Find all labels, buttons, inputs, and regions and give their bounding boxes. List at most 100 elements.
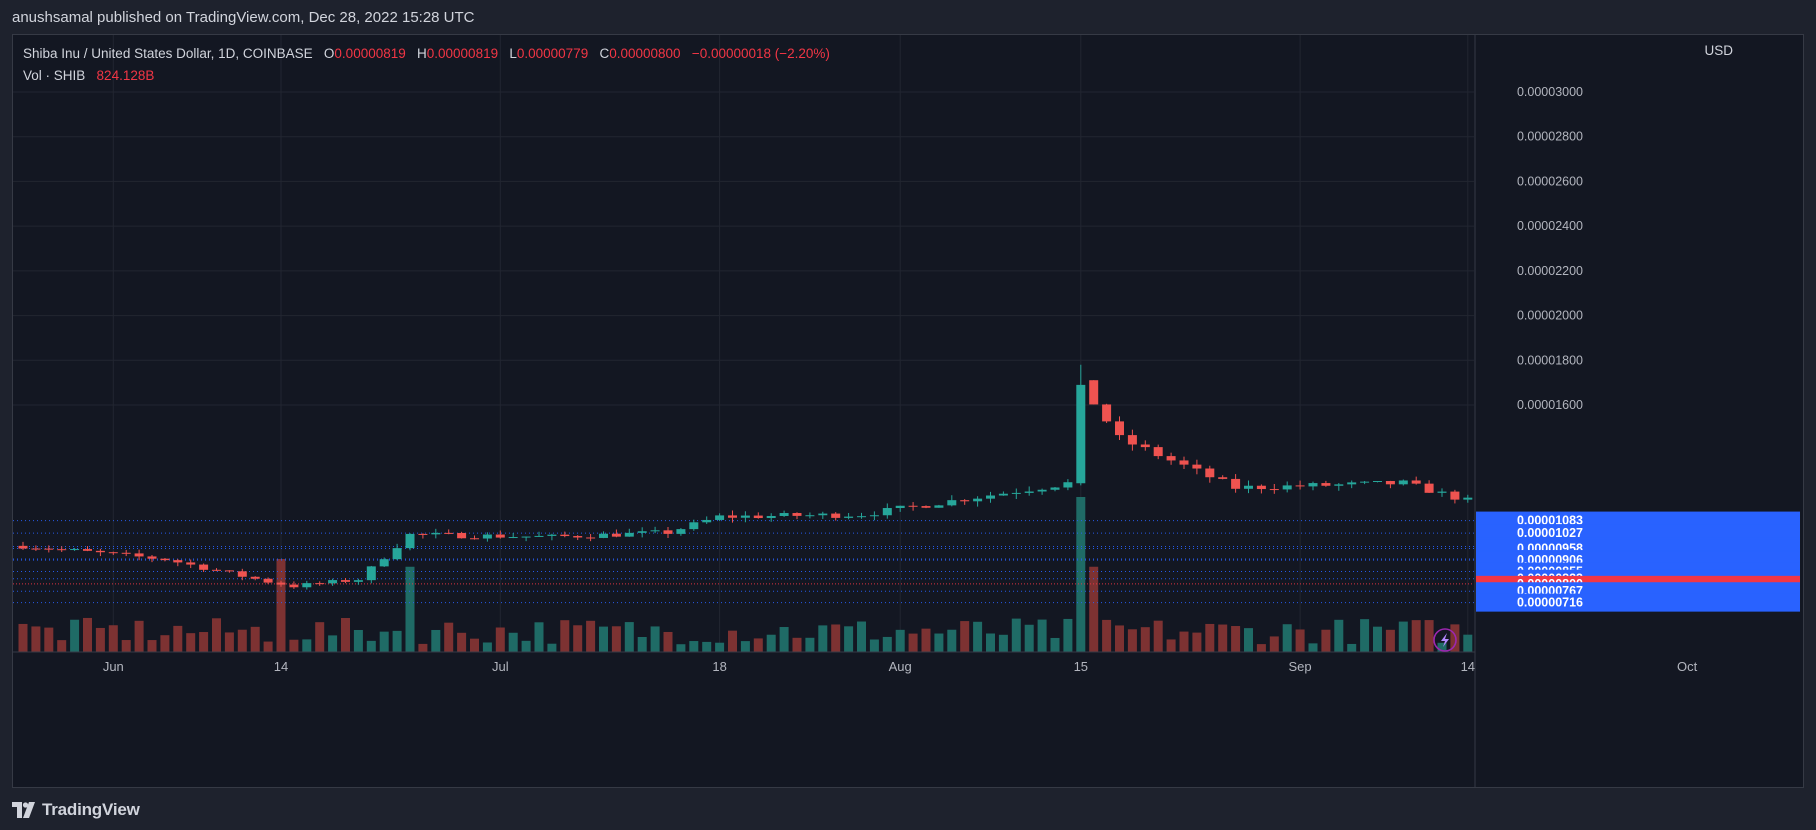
candle-body[interactable] (366, 566, 376, 581)
candle-body[interactable] (895, 505, 905, 509)
candle-body[interactable] (70, 549, 80, 551)
candle-body[interactable] (934, 505, 944, 508)
candle-body[interactable] (1037, 489, 1047, 492)
candle-body[interactable] (1192, 464, 1202, 469)
candle-body[interactable] (882, 508, 892, 516)
candle-body[interactable] (831, 513, 841, 518)
price-axis-bg[interactable] (1475, 35, 1803, 787)
candle-body[interactable] (715, 515, 725, 520)
candle-body[interactable] (31, 548, 41, 550)
candle-body[interactable] (1373, 481, 1382, 483)
candle-body[interactable] (508, 537, 518, 539)
candle-body[interactable] (921, 506, 931, 508)
candle-body[interactable] (1244, 485, 1253, 489)
candle-body[interactable] (57, 549, 67, 551)
candle-body[interactable] (1437, 491, 1447, 493)
candle-body[interactable] (1231, 478, 1241, 489)
candle-body[interactable] (353, 580, 363, 582)
candle-body[interactable] (1205, 468, 1215, 478)
price-chart[interactable]: Symmetrical Triangle0.000030000.00002800… (13, 35, 1803, 787)
candle-body[interactable] (1011, 492, 1021, 494)
candle-body[interactable] (650, 530, 660, 532)
candle-body[interactable] (1295, 485, 1305, 487)
candle-body[interactable] (689, 522, 699, 530)
candle-body[interactable] (676, 529, 686, 534)
candle-body[interactable] (1218, 477, 1228, 479)
candle-body[interactable] (341, 580, 350, 582)
candle-body[interactable] (1256, 485, 1266, 490)
candle-body[interactable] (108, 552, 118, 554)
candle-body[interactable] (534, 535, 544, 537)
candle-body[interactable] (199, 564, 209, 570)
candle-body[interactable] (779, 513, 789, 516)
candle-body[interactable] (611, 533, 621, 537)
candle-body[interactable] (663, 530, 673, 534)
candle-body[interactable] (392, 548, 402, 560)
candle-body[interactable] (1089, 380, 1099, 405)
candle-body[interactable] (224, 570, 234, 572)
candle-body[interactable] (521, 536, 531, 538)
candle-body[interactable] (1450, 491, 1460, 500)
candle-body[interactable] (444, 532, 454, 534)
candle-body[interactable] (160, 558, 170, 561)
symbol-title[interactable]: Shiba Inu / United States Dollar, 1D, CO… (23, 46, 313, 61)
candle-body[interactable] (1334, 484, 1344, 486)
candle-body[interactable] (637, 531, 647, 533)
candle-body[interactable] (44, 548, 54, 550)
lightning-icon[interactable] (1433, 628, 1457, 652)
candle-body[interactable] (728, 515, 737, 518)
candle-body[interactable] (560, 534, 570, 537)
candle-body[interactable] (1063, 482, 1073, 488)
candle-body[interactable] (624, 532, 634, 537)
candle-body[interactable] (250, 576, 260, 579)
candle-body[interactable] (482, 534, 492, 539)
candle-body[interactable] (470, 538, 479, 540)
candle-body[interactable] (947, 500, 957, 506)
candle-body[interactable] (134, 553, 144, 557)
candle-body[interactable] (818, 513, 828, 516)
candle-body[interactable] (457, 532, 467, 539)
footer-brand[interactable]: TradingView (12, 796, 140, 824)
candle-body[interactable] (276, 582, 286, 585)
candle-body[interactable] (766, 515, 776, 519)
candle-body[interactable] (315, 583, 325, 585)
candle-body[interactable] (289, 584, 299, 588)
chart-area[interactable]: Symmetrical Triangle0.000030000.00002800… (12, 34, 1804, 788)
candle-body[interactable] (1166, 456, 1176, 461)
candle-body[interactable] (1102, 404, 1112, 422)
candle-body[interactable] (1179, 460, 1189, 465)
candle-body[interactable] (302, 583, 312, 588)
currency-label[interactable]: USD (1704, 43, 1733, 58)
candle-body[interactable] (1411, 480, 1421, 484)
candle-body[interactable] (998, 493, 1008, 496)
candle-body[interactable] (431, 532, 441, 535)
candle-body[interactable] (908, 505, 918, 507)
candle-body[interactable] (147, 556, 157, 559)
candle-body[interactable] (263, 578, 273, 583)
volume-label[interactable]: Vol · SHIB (23, 68, 86, 83)
candle-body[interactable] (121, 552, 131, 554)
candle-body[interactable] (573, 536, 583, 538)
candle-body[interactable] (379, 559, 389, 567)
candle-body[interactable] (1360, 481, 1370, 483)
candle-body[interactable] (83, 549, 92, 551)
candle-body[interactable] (1115, 421, 1124, 436)
candle-body[interactable] (237, 571, 247, 577)
candle-body[interactable] (1269, 489, 1279, 491)
candle-body[interactable] (1076, 384, 1086, 484)
candle-body[interactable] (1140, 444, 1150, 448)
candle-body[interactable] (805, 515, 815, 517)
candle-body[interactable] (328, 580, 338, 584)
candle-body[interactable] (186, 562, 196, 565)
candle-body[interactable] (95, 550, 105, 553)
candle-body[interactable] (1424, 483, 1434, 493)
candle-body[interactable] (18, 545, 28, 549)
candle-body[interactable] (1282, 485, 1292, 490)
candle-body[interactable] (857, 516, 866, 518)
candle-body[interactable] (1127, 435, 1137, 445)
candle-body[interactable] (495, 534, 505, 538)
candle-body[interactable] (405, 533, 415, 549)
candle-body[interactable] (547, 534, 557, 536)
candle-body[interactable] (1463, 497, 1473, 500)
candle-body[interactable] (1308, 483, 1318, 487)
